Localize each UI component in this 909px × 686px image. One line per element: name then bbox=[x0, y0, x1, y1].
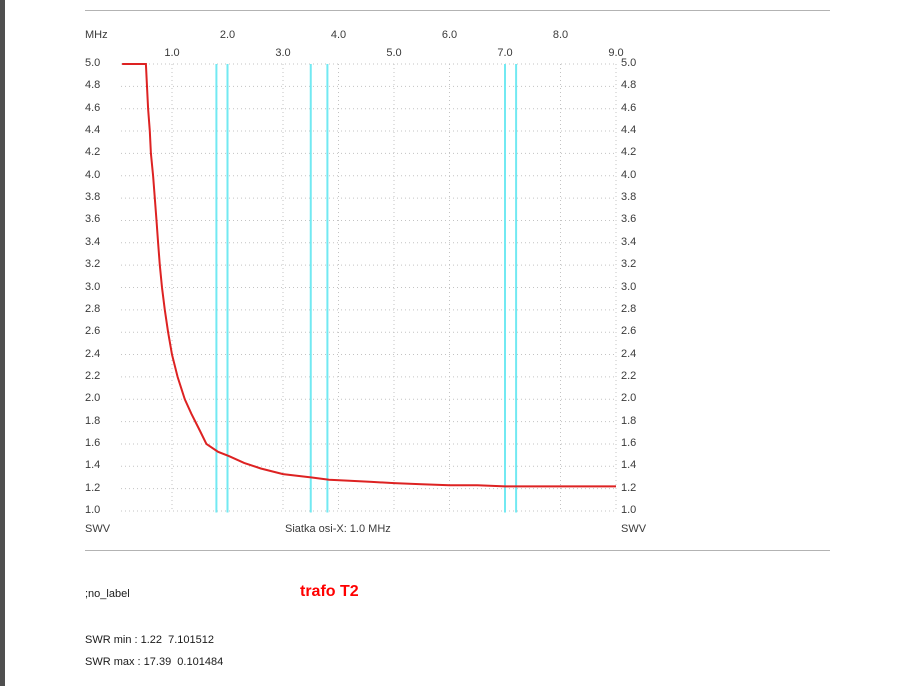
x-tick-label: 6.0 bbox=[441, 29, 458, 41]
y-tick-label-left: 1.0 bbox=[85, 504, 101, 516]
y-tick-label-right: 4.6 bbox=[621, 101, 637, 114]
y-tick-label-left: 3.0 bbox=[85, 280, 101, 293]
top-separator bbox=[85, 10, 830, 11]
y-tick-label-left: 2.2 bbox=[85, 369, 101, 382]
y-tick-label-right: 4.4 bbox=[621, 124, 637, 137]
y-tick-label-left: 1.8 bbox=[85, 414, 101, 427]
x-tick-label: 2.0 bbox=[219, 29, 236, 41]
y-tick-label-left: 1.4 bbox=[85, 459, 101, 472]
y-tick-label-right: 3.0 bbox=[621, 280, 637, 293]
bottom-separator bbox=[85, 550, 830, 551]
y-tick-label-left: 4.2 bbox=[85, 146, 101, 159]
y-tick-label-right: 1.4 bbox=[621, 459, 637, 472]
x-tick-label: 8.0 bbox=[552, 29, 569, 41]
x-axis-unit-label: MHz bbox=[85, 29, 108, 41]
x-tick-label: 7.0 bbox=[497, 47, 513, 59]
y-tick-label-left: 2.0 bbox=[85, 392, 101, 405]
x-tick-label: 1.0 bbox=[164, 47, 180, 59]
y-tick-label-left: 2.4 bbox=[85, 347, 101, 360]
x-grid-caption: Siatka osi-X: 1.0 MHz bbox=[285, 523, 391, 535]
y-tick-label-left: 3.4 bbox=[85, 235, 101, 248]
x-tick-label: 5.0 bbox=[386, 47, 402, 59]
y-tick-label-right: 1.8 bbox=[621, 414, 637, 427]
y-tick-label-left: 5.0 bbox=[85, 57, 101, 69]
y-tick-label-right: 4.2 bbox=[621, 146, 637, 159]
y-tick-label-left: 2.6 bbox=[85, 325, 101, 338]
y-tick-label-right: 3.6 bbox=[621, 213, 637, 226]
y-axis-name-left: SWV bbox=[85, 523, 111, 535]
x-tick-label: 4.0 bbox=[330, 29, 347, 41]
x-tick-label: 3.0 bbox=[275, 47, 291, 59]
y-tick-label-right: 3.8 bbox=[621, 191, 637, 204]
y-tick-label-left: 3.6 bbox=[85, 213, 101, 226]
y-tick-label-left: 1.6 bbox=[85, 436, 101, 449]
y-tick-label-left: 4.4 bbox=[85, 124, 101, 137]
y-tick-label-left: 2.8 bbox=[85, 302, 101, 315]
y-tick-label-left: 4.8 bbox=[85, 79, 101, 92]
swr-min-text: SWR min : 1.22 7.101512 bbox=[85, 634, 215, 646]
y-tick-label-right: 4.0 bbox=[621, 168, 637, 181]
chart-title: trafo T2 bbox=[300, 583, 359, 600]
y-tick-label-left: 4.6 bbox=[85, 101, 101, 114]
y-tick-label-right: 3.2 bbox=[621, 258, 637, 271]
y-tick-label-right: 2.8 bbox=[621, 302, 637, 315]
left-edge-bar bbox=[0, 0, 5, 686]
y-tick-label-left: 3.8 bbox=[85, 191, 101, 204]
y-tick-label-right: 5.0 bbox=[621, 57, 637, 69]
swr-max-text: SWR max : 17.39 0.101484 bbox=[85, 656, 224, 668]
y-tick-label-right: 1.6 bbox=[621, 436, 637, 449]
no-label-text: ;no_label bbox=[85, 588, 130, 600]
y-tick-label-left: 4.0 bbox=[85, 168, 101, 181]
y-tick-label-right: 2.0 bbox=[621, 392, 637, 405]
x-tick-label: 9.0 bbox=[608, 47, 624, 59]
y-tick-label-right: 1.0 bbox=[621, 504, 637, 516]
y-tick-label-right: 4.8 bbox=[621, 79, 637, 92]
y-tick-label-left: 3.2 bbox=[85, 258, 101, 271]
y-axis-name-right: SWV bbox=[621, 523, 647, 535]
y-tick-label-left: 1.2 bbox=[85, 481, 101, 494]
swr-curve bbox=[122, 63, 616, 488]
y-tick-label-right: 3.4 bbox=[621, 235, 637, 248]
y-tick-label-right: 2.6 bbox=[621, 325, 637, 338]
y-tick-label-right: 2.2 bbox=[621, 369, 637, 382]
y-tick-label-right: 2.4 bbox=[621, 347, 637, 360]
y-tick-label-right: 1.2 bbox=[621, 481, 637, 494]
